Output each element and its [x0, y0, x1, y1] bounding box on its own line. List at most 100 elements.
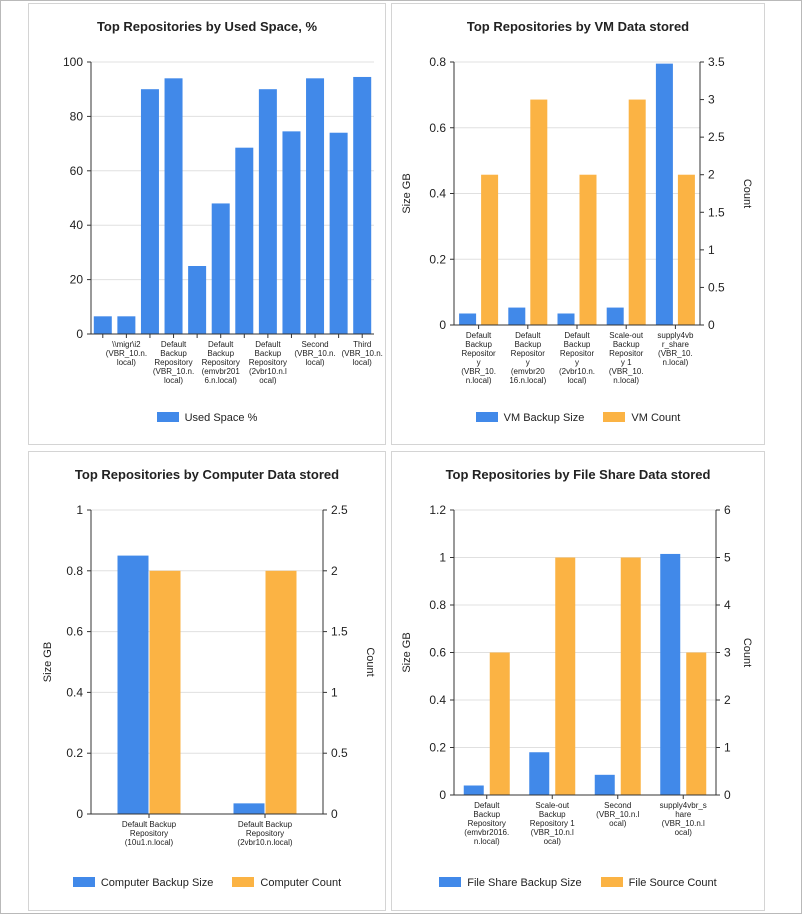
x-tick-label: ocal)	[259, 376, 277, 385]
bar-size	[117, 555, 149, 814]
y2-axis-label: Count	[741, 638, 753, 667]
bar-size	[459, 313, 477, 325]
x-tick-label: local)	[305, 358, 324, 367]
bar	[353, 76, 372, 335]
legend-swatch	[72, 877, 95, 888]
bar-size	[233, 803, 265, 814]
bar-count	[530, 99, 548, 325]
bar	[188, 266, 207, 334]
x-tick-label: Repository	[130, 829, 168, 838]
bar-size	[606, 307, 624, 325]
x-tick-label: n.local)	[474, 837, 500, 846]
bar	[329, 132, 348, 334]
file-share-chart: 0 0.2 0.4 0.6 0.8 1 1.2 0 1 2 3 4 5 6 Size GB Count Defa…	[401, 503, 753, 846]
x-tick-label: 16.n.local)	[509, 376, 546, 385]
y2-tick-label: 3.5	[708, 55, 725, 69]
x-tick-label: (2vbr10.n.local)	[237, 838, 292, 847]
x-tick-label: Backup	[255, 349, 282, 358]
chart-title: Top Repositories by Used Space, %	[96, 19, 318, 34]
bar-count	[686, 652, 707, 795]
legend-item: Used Space %	[156, 412, 257, 424]
x-tick-label: (VBR_10.	[461, 367, 496, 376]
chart-title: Top Repositories by File Share Data stor…	[445, 467, 711, 482]
bar	[306, 78, 325, 334]
y2-tick-label: 1.5	[708, 205, 725, 219]
x-tick-label: (2vbr10.n.	[559, 367, 595, 376]
x-tick-label: (VBR_10.n.l	[531, 828, 574, 837]
x-tick-label: Repositor	[560, 349, 595, 358]
x-tick-label: Repository	[246, 829, 284, 838]
legend-label: File Share Backup Size	[467, 877, 582, 890]
y-tick-label: 0.8	[429, 55, 446, 69]
y-tick-label: 0.4	[429, 693, 446, 707]
x-tick-label: supply4vb	[657, 331, 694, 340]
legend-item: VM Backup Size	[475, 412, 584, 424]
legend-item: File Source Count	[600, 877, 717, 889]
x-tick-label: y	[526, 358, 530, 367]
y2-axis-label: Count	[364, 647, 376, 676]
y2-tick-label: 1	[331, 685, 338, 699]
y-tick-label: 80	[70, 109, 84, 123]
y2-axis-label: Count	[741, 179, 753, 208]
x-tick-label: (emvbr201	[202, 367, 241, 376]
x-tick-label: Backup	[465, 340, 492, 349]
x-tick-label: Repository 1	[530, 819, 575, 828]
chart-legend: Used Space %	[29, 412, 385, 424]
x-tick-label: ocal)	[544, 837, 562, 846]
computer-data-panel: Top Repositories by Computer Data stored…	[28, 451, 386, 911]
legend-swatch	[439, 877, 462, 888]
used-space-panel: Top Repositories by Used Space, % 0 20 40 6…	[28, 3, 386, 445]
bar-count	[489, 652, 510, 795]
x-tick-label: (VBR_10.	[609, 367, 644, 376]
y2-tick-label: 2	[708, 168, 715, 182]
x-tick-label: Repository	[202, 358, 240, 367]
computer-data-chart: 0 0.2 0.4 0.6 0.8 1 0 0.5 1 1.5 2 2.5 Size GB Count De…	[42, 503, 376, 847]
y2-tick-label: 0	[708, 318, 715, 332]
bar	[258, 89, 277, 334]
x-tick-label: Repositor	[461, 349, 496, 358]
x-tick-label: Repositor	[511, 349, 546, 358]
y2-tick-label: 0.5	[331, 746, 348, 760]
x-tick-label: (2vbr10.n.l	[249, 367, 287, 376]
x-tick-label: supply4vbr_s	[660, 801, 707, 810]
x-tick-label: \\migr\i2	[112, 340, 141, 349]
legend-item: Computer Backup Size	[72, 877, 213, 889]
bar-size	[660, 553, 681, 795]
x-tick-label: Default	[208, 340, 234, 349]
y2-tick-label: 6	[724, 503, 731, 517]
x-tick-label: local)	[164, 376, 183, 385]
y-axis-label: Size GB	[401, 632, 413, 672]
bar-count	[149, 570, 181, 814]
y-tick-label: 0.6	[66, 625, 83, 639]
bar	[282, 131, 301, 334]
x-tick-label: (emvbr2016.	[464, 828, 509, 837]
bar-size	[655, 63, 673, 326]
bar-size	[508, 307, 526, 325]
vm-data-panel: Top Repositories by VM Data stored 0 0.2 0…	[391, 3, 765, 445]
x-tick-label: Backup	[613, 340, 640, 349]
x-tick-label: (VBR_10.	[658, 349, 693, 358]
bar-count	[265, 570, 297, 814]
bar-size	[557, 313, 575, 325]
y2-tick-label: 0	[331, 807, 338, 821]
x-tick-label: Default	[515, 331, 541, 340]
x-tick-label: Default	[255, 340, 281, 349]
x-tick-label: Default	[564, 331, 590, 340]
x-tick-label: Second	[604, 801, 631, 810]
x-tick-label: Backup	[160, 349, 187, 358]
y-tick-label: 60	[70, 164, 84, 178]
y-tick-label: 0.2	[66, 746, 83, 760]
y2-tick-label: 1.5	[331, 625, 348, 639]
y-tick-label: 40	[70, 218, 84, 232]
vm-data-chart: 0 0.2 0.4 0.6 0.8 0 0.5 1 1.5 2 2.5 3 3.5 Size GB Coun…	[401, 55, 753, 385]
y2-tick-label: 3	[724, 646, 731, 660]
x-tick-label: n.local)	[613, 376, 639, 385]
x-tick-label: 6.n.local)	[204, 376, 237, 385]
x-tick-label: Scale-out	[535, 801, 570, 810]
x-tick-label: Backup	[473, 810, 500, 819]
legend-item: File Share Backup Size	[439, 877, 582, 890]
x-tick-label: Repository	[468, 819, 506, 828]
y2-tick-label: 2.5	[708, 130, 725, 144]
x-tick-label: n.local)	[663, 358, 689, 367]
legend-swatch	[156, 412, 179, 423]
